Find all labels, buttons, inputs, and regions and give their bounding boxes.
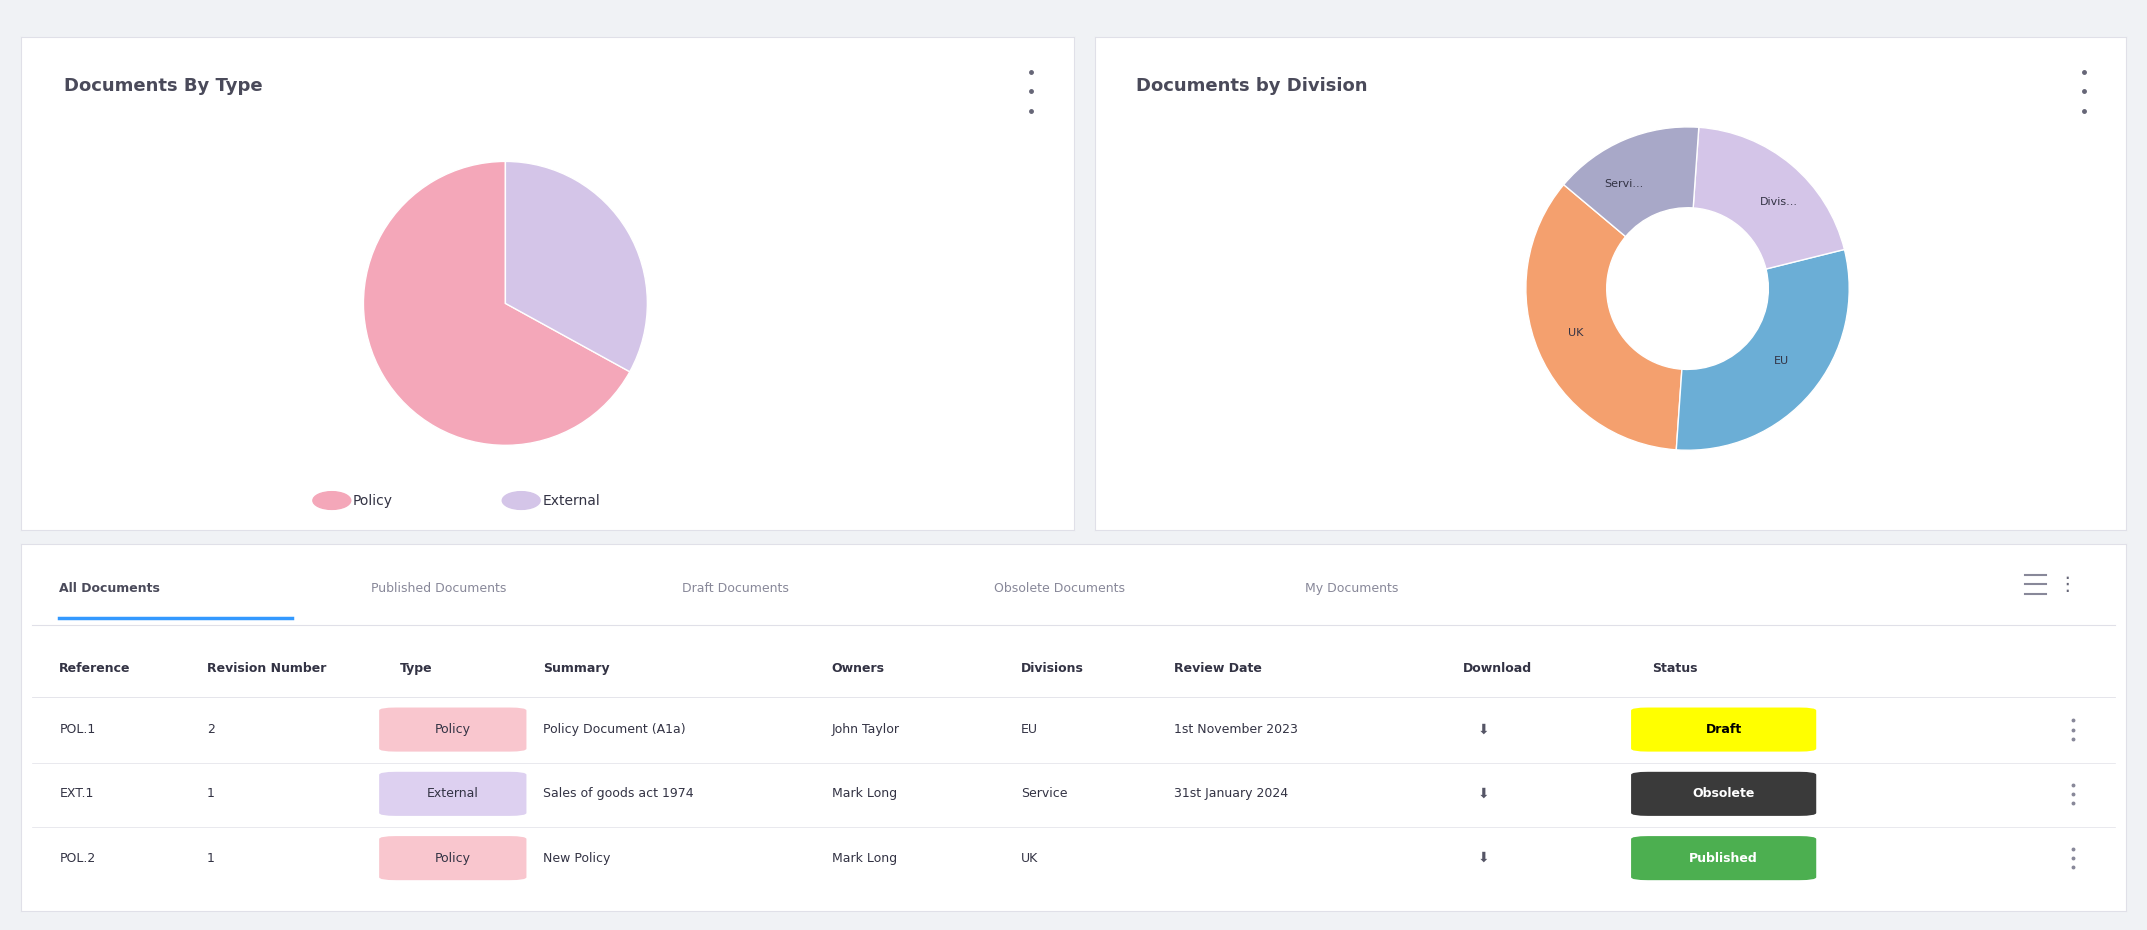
Text: Revision Number: Revision Number xyxy=(206,662,326,675)
Circle shape xyxy=(502,492,541,510)
Wedge shape xyxy=(1677,249,1849,450)
Text: Published Documents: Published Documents xyxy=(371,581,507,594)
Wedge shape xyxy=(363,162,629,445)
Text: Divisions: Divisions xyxy=(1022,662,1084,675)
Text: UK: UK xyxy=(1567,327,1582,338)
Text: Policy: Policy xyxy=(436,723,470,736)
Text: Obsolete Documents: Obsolete Documents xyxy=(994,581,1125,594)
Text: Policy: Policy xyxy=(436,852,470,865)
Text: 1st November 2023: 1st November 2023 xyxy=(1174,723,1299,736)
Text: Review Date: Review Date xyxy=(1174,662,1262,675)
FancyBboxPatch shape xyxy=(1632,708,1816,751)
FancyBboxPatch shape xyxy=(1632,772,1816,816)
Text: Sales of goods act 1974: Sales of goods act 1974 xyxy=(543,788,693,801)
Text: Servi...: Servi... xyxy=(1604,179,1642,190)
Text: ⬇: ⬇ xyxy=(1477,787,1490,801)
Text: Type: Type xyxy=(399,662,434,675)
Text: EXT.1: EXT.1 xyxy=(60,788,94,801)
Text: 1: 1 xyxy=(206,852,215,865)
Text: All Documents: All Documents xyxy=(60,581,161,594)
Circle shape xyxy=(313,492,350,510)
FancyBboxPatch shape xyxy=(380,772,526,816)
Text: New Policy: New Policy xyxy=(543,852,610,865)
Text: External: External xyxy=(427,788,479,801)
Text: Documents By Type: Documents By Type xyxy=(64,76,262,95)
Text: EU: EU xyxy=(1022,723,1037,736)
Text: 31st January 2024: 31st January 2024 xyxy=(1174,788,1288,801)
Text: POL.1: POL.1 xyxy=(60,723,97,736)
Text: Status: Status xyxy=(1653,662,1698,675)
Text: My Documents: My Documents xyxy=(1305,581,1398,594)
FancyBboxPatch shape xyxy=(1632,836,1816,880)
Wedge shape xyxy=(1694,127,1844,269)
Text: UK: UK xyxy=(1022,852,1039,865)
Text: 2: 2 xyxy=(206,723,215,736)
Text: Reference: Reference xyxy=(60,662,131,675)
Text: Policy Document (A1a): Policy Document (A1a) xyxy=(543,723,685,736)
Wedge shape xyxy=(505,162,648,372)
Wedge shape xyxy=(1527,185,1681,450)
Text: ⋮: ⋮ xyxy=(2057,575,2076,594)
Text: Owners: Owners xyxy=(831,662,885,675)
Text: ⬇: ⬇ xyxy=(1477,723,1490,737)
FancyBboxPatch shape xyxy=(380,708,526,751)
FancyBboxPatch shape xyxy=(380,836,526,880)
Text: Published: Published xyxy=(1690,852,1758,865)
Text: Policy: Policy xyxy=(352,494,393,508)
Text: Summary: Summary xyxy=(543,662,610,675)
Text: EU: EU xyxy=(1773,356,1788,366)
Text: Obsolete: Obsolete xyxy=(1692,788,1754,801)
Wedge shape xyxy=(1563,126,1698,236)
Text: External: External xyxy=(543,494,599,508)
Text: Draft Documents: Draft Documents xyxy=(683,581,788,594)
Text: Mark Long: Mark Long xyxy=(831,852,897,865)
Text: Divis...: Divis... xyxy=(1761,197,1799,206)
Text: POL.2: POL.2 xyxy=(60,852,97,865)
Text: ⬇: ⬇ xyxy=(1477,851,1490,865)
Text: Documents by Division: Documents by Division xyxy=(1136,76,1368,95)
Text: John Taylor: John Taylor xyxy=(831,723,900,736)
Text: Download: Download xyxy=(1462,662,1531,675)
Text: Draft: Draft xyxy=(1705,723,1741,736)
Text: 1: 1 xyxy=(206,788,215,801)
Text: Mark Long: Mark Long xyxy=(831,788,897,801)
Text: Service: Service xyxy=(1022,788,1067,801)
